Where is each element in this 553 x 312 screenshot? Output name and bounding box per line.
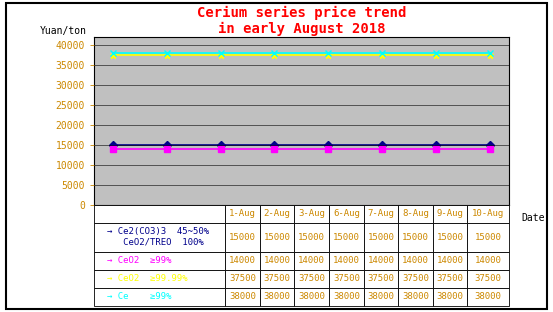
Text: Date: Date <box>521 213 545 223</box>
Text: Yuan/ton: Yuan/ton <box>40 26 87 36</box>
Title: Cerium series price trend
in early August 2018: Cerium series price trend in early Augus… <box>197 6 406 36</box>
